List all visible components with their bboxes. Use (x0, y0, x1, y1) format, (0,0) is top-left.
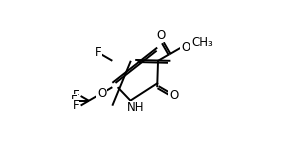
Text: O: O (181, 41, 190, 54)
Text: NH: NH (126, 101, 144, 114)
Text: F: F (73, 90, 79, 103)
Text: O: O (97, 87, 106, 100)
Text: F: F (71, 94, 78, 107)
Text: F: F (95, 46, 101, 59)
Text: O: O (157, 29, 166, 41)
Text: O: O (169, 89, 178, 102)
Text: CH₃: CH₃ (191, 36, 213, 49)
Text: F: F (73, 99, 79, 112)
